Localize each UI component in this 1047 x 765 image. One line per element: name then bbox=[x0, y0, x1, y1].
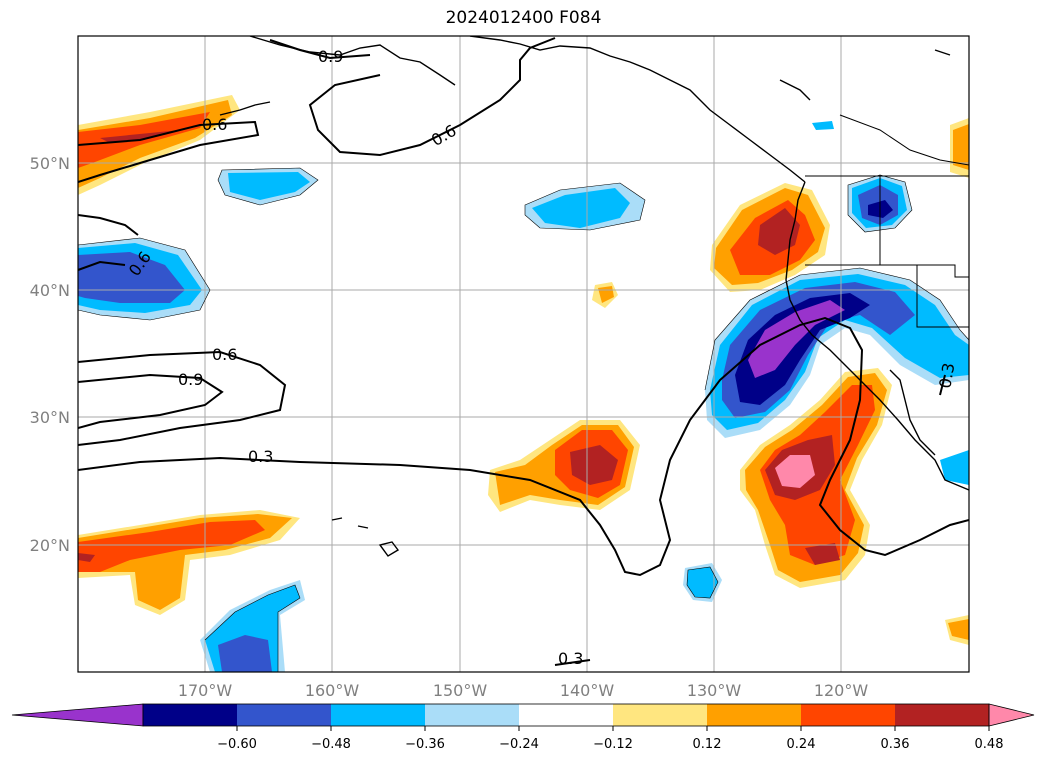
colorbar-tick-label: 0.12 bbox=[693, 737, 722, 752]
contour-label-2: 0.6 bbox=[202, 115, 227, 134]
colorbar-tick-label: 0.24 bbox=[787, 737, 816, 752]
map-content: 0.9 0.6 0.6 0.6 0.6 0.9 0.3 0.3 0.3 bbox=[78, 36, 969, 672]
fill-outlines bbox=[78, 167, 969, 672]
colorbar-border bbox=[142, 703, 990, 727]
lat-label-50: 50°N bbox=[30, 154, 70, 173]
map-border bbox=[77, 35, 970, 673]
colorbar-segment bbox=[425, 704, 520, 726]
lon-label-130w: 130°W bbox=[687, 681, 742, 700]
contour-label-9: 0.3 bbox=[935, 361, 958, 389]
contour-label-1: 0.9 bbox=[318, 47, 343, 66]
colorbar-segment bbox=[613, 704, 708, 726]
anomaly-fill-south-negative bbox=[200, 563, 722, 672]
lat-labels: 50°N 40°N 30°N 20°N bbox=[30, 154, 70, 555]
anomaly-fill-coast-negative bbox=[705, 121, 969, 485]
colorbar-tick-label: 0.36 bbox=[881, 737, 910, 752]
colorbar-segment bbox=[707, 704, 802, 726]
contour-label-6: 0.9 bbox=[178, 370, 203, 389]
colorbar-extend-high bbox=[988, 703, 1035, 727]
colorbar-tick-label: −0.24 bbox=[499, 737, 539, 752]
political-borders bbox=[805, 114, 969, 328]
coastlines bbox=[219, 36, 969, 557]
contour-label-8: 0.3 bbox=[558, 649, 583, 668]
contour-label-7: 0.3 bbox=[248, 447, 273, 466]
lon-labels: 170°W 160°W 150°W 140°W 130°W 120°W bbox=[178, 681, 869, 700]
colorbar-tick-label: −0.36 bbox=[405, 737, 445, 752]
colorbar-segment bbox=[237, 704, 332, 726]
lat-label-40: 40°N bbox=[30, 281, 70, 300]
anomaly-fill-west-negative bbox=[78, 238, 210, 320]
anomaly-fill-coast-positive-north bbox=[710, 183, 830, 292]
lon-label-140w: 140°W bbox=[560, 681, 615, 700]
contour-labels: 0.9 0.6 0.6 0.6 0.6 0.9 0.3 0.3 0.3 bbox=[125, 47, 959, 668]
colorbar-segment bbox=[331, 704, 426, 726]
lat-label-30: 30°N bbox=[30, 408, 70, 427]
anomaly-fill-sw-positive bbox=[78, 510, 300, 615]
lat-label-20: 20°N bbox=[30, 536, 70, 555]
anomaly-fill-nw-negative bbox=[218, 168, 318, 205]
contour-label-5: 0.6 bbox=[212, 345, 237, 364]
colorbar-tick-label: −0.48 bbox=[311, 737, 351, 752]
anomaly-fill-central-negative bbox=[525, 183, 645, 230]
map-title: 2024012400 F084 bbox=[445, 8, 602, 28]
colorbar-segment bbox=[143, 704, 238, 726]
lon-label-160w: 160°W bbox=[305, 681, 360, 700]
colorbar-segment bbox=[801, 704, 896, 726]
gridlines bbox=[78, 36, 969, 672]
lon-label-150w: 150°W bbox=[433, 681, 488, 700]
lon-label-170w: 170°W bbox=[178, 681, 233, 700]
colorbar-tick-label: −0.60 bbox=[217, 737, 257, 752]
lon-label-120w: 120°W bbox=[814, 681, 869, 700]
colorbar-segment bbox=[519, 704, 614, 726]
contour-lines bbox=[78, 37, 969, 666]
colorbar-tick-label: −0.12 bbox=[593, 737, 633, 752]
colorbar: −0.60 −0.48 −0.36 −0.24 −0.12 0.12 0.24 0.36 0.4… bbox=[11, 703, 1035, 752]
colorbar-extend-low bbox=[11, 703, 144, 727]
colorbar-segment bbox=[895, 704, 990, 726]
colorbar-tick-label: 0.48 bbox=[975, 737, 1004, 752]
